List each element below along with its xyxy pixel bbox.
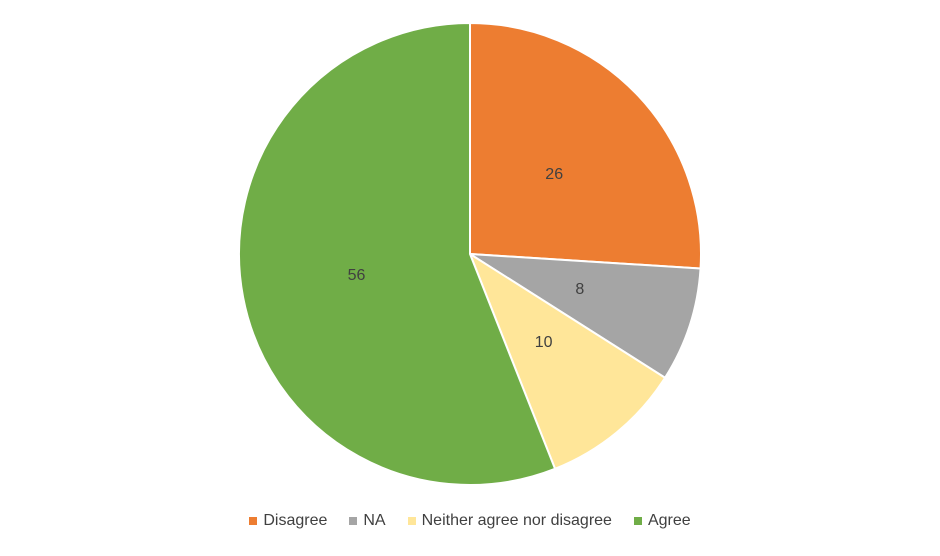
data-label: 56 bbox=[348, 267, 366, 284]
data-label: 26 bbox=[545, 166, 563, 183]
legend-swatch bbox=[633, 517, 642, 525]
legend: Disagree NA Neither agree nor disagree Agre… bbox=[0, 512, 940, 530]
chart: 26 8 10 56 bbox=[237, 21, 702, 486]
legend-label: Neither agree nor disagree bbox=[421, 512, 612, 529]
legend-label: Agree bbox=[647, 512, 691, 529]
pie-slice bbox=[469, 253, 702, 380]
legend-swatch bbox=[349, 517, 358, 525]
data-label: 10 bbox=[535, 334, 553, 351]
data-label: 8 bbox=[575, 281, 584, 298]
legend-item: Neither agree nor disagree bbox=[407, 512, 612, 530]
legend-item: NA bbox=[349, 512, 386, 530]
legend-label: Disagree bbox=[263, 512, 328, 529]
pie-slice bbox=[467, 251, 667, 471]
legend-swatch bbox=[407, 517, 416, 525]
legend-item: Disagree bbox=[249, 512, 327, 530]
pie-slice bbox=[469, 21, 702, 270]
legend-swatch bbox=[249, 517, 258, 525]
legend-label: NA bbox=[363, 512, 386, 529]
pie-slice bbox=[237, 21, 557, 486]
legend-item: Agree bbox=[633, 512, 691, 530]
